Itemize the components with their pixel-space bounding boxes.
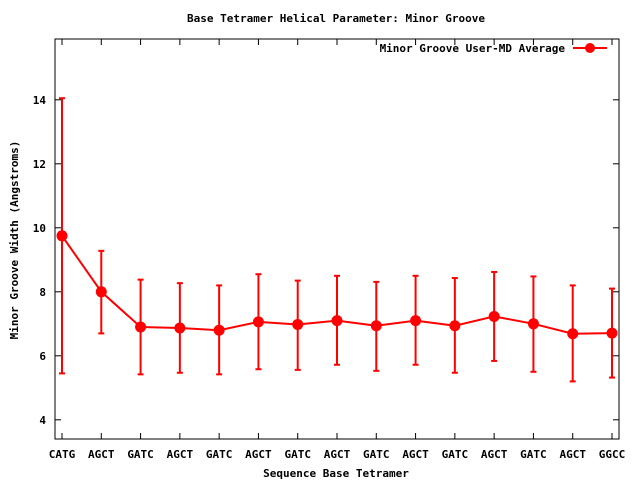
y-tick-label: 10: [33, 222, 46, 235]
data-series: [56, 97, 618, 383]
x-tick-label: AGCT: [559, 448, 586, 461]
plot-frame: [54, 38, 620, 440]
data-point: [292, 318, 304, 330]
data-point: [174, 322, 186, 334]
x-tick-label: CATG: [49, 448, 76, 461]
data-point: [488, 310, 500, 322]
x-tick-label: GATC: [127, 448, 154, 461]
data-point: [331, 315, 343, 327]
x-tick-label: AGCT: [167, 448, 194, 461]
x-tick-label: AGCT: [481, 448, 508, 461]
data-point: [213, 324, 225, 336]
data-point: [95, 286, 107, 298]
x-tick-label: GATC: [363, 448, 390, 461]
x-axis-label: Sequence Base Tetramer: [263, 467, 409, 480]
y-tick-label: 4: [39, 414, 46, 427]
legend-marker: [585, 43, 595, 53]
data-point: [449, 320, 461, 332]
data-point: [567, 328, 579, 340]
y-tick-label: 12: [33, 158, 46, 171]
legend: Minor Groove User-MD Average: [380, 42, 607, 55]
data-point: [370, 320, 382, 332]
y-tick-label: 14: [33, 94, 47, 107]
x-tick-label: GATC: [520, 448, 547, 461]
legend-label: Minor Groove User-MD Average: [380, 42, 566, 55]
data-point: [527, 318, 539, 330]
x-tick-label: AGCT: [245, 448, 272, 461]
y-tick-label: 6: [39, 350, 46, 363]
x-tick-label: AGCT: [402, 448, 429, 461]
x-tick-label: GGCC: [599, 448, 626, 461]
y-axis-label: Minor Groove Width (Angstroms): [8, 141, 21, 340]
chart-title: Base Tetramer Helical Parameter: Minor G…: [187, 12, 485, 25]
axis-ticks: 4 6 8 10 12 14 CATG AGCT GATC AGCT GATC AGCT GATC AGC…: [33, 39, 626, 461]
x-tick-label: GATC: [206, 448, 233, 461]
x-tick-label: AGCT: [88, 448, 115, 461]
data-point: [135, 321, 147, 333]
data-point: [56, 230, 68, 242]
x-tick-label: GATC: [442, 448, 469, 461]
data-point: [606, 327, 618, 339]
data-point: [252, 316, 264, 328]
data-point: [410, 315, 422, 327]
x-tick-label: AGCT: [324, 448, 351, 461]
x-tick-label: GATC: [284, 448, 311, 461]
y-tick-label: 8: [39, 286, 46, 299]
